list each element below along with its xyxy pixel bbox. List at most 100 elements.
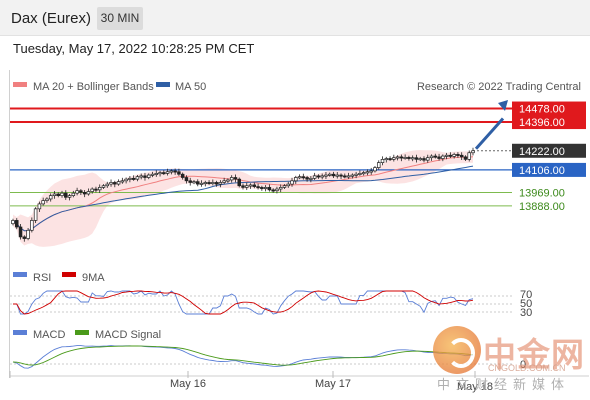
macd-panel [10,345,512,369]
candle-body [45,198,49,201]
candle-body [407,157,411,159]
candle-body [109,182,113,185]
ma20-line [12,156,474,232]
candle-body [41,200,45,205]
candle-body [15,220,19,228]
candle-body [467,152,471,160]
ma20-legend-swatch [13,82,27,87]
candle-body [33,208,38,221]
instrument-title: Dax (Eurex) [11,10,92,27]
watermark-name: 中金网 [483,336,585,373]
candle-body [139,175,143,178]
candle-body [331,173,336,177]
candle-body [327,173,332,176]
ma50-line [12,165,474,232]
macd-line [12,345,474,369]
chart-left-border [9,70,589,378]
macd-signal-line [12,345,474,366]
candle-body [350,174,355,177]
candle-body [429,155,434,159]
candle-body [275,188,279,192]
candle-body [86,191,91,195]
ma50-legend-swatch [156,82,170,87]
candle-body [222,180,226,183]
candle-body [146,174,151,178]
candle-body [459,154,464,158]
candle-body [162,172,166,175]
candle-body [358,173,362,175]
candle-body [192,181,196,184]
candle-body [56,193,60,196]
candle-body [79,190,83,193]
candle-body [97,187,102,191]
candle-body [150,173,155,176]
resistance-2-label: 14478.00 [519,104,565,116]
macd-legend-swatch [13,330,27,335]
pivot-label: 14106.00 [519,165,565,177]
candle-body [294,177,298,182]
candle-body [169,170,174,173]
rsi-level-50: 50 [520,298,532,310]
candle-body [399,156,404,159]
cngold-logo-icon [433,326,481,374]
candle-body [376,162,381,168]
chart-header: Dax (Eurex) 30 MIN [0,0,590,36]
support-2-label: 13888.00 [519,201,565,213]
candle-body [211,182,215,184]
candle-body [414,157,419,160]
candle-body [26,229,30,239]
candle-body [395,156,400,159]
macd-signal-legend-label: MACD Signal [95,329,161,341]
candle-body [271,189,275,192]
candle-body [18,226,23,238]
candle-body [365,171,370,174]
resistance-2-label-bg [512,101,586,116]
timeframe-badge[interactable]: 30 MIN [97,7,143,30]
candle-body [309,177,313,180]
candle-body [354,173,358,176]
candle-body [437,156,441,159]
candle-body [286,183,290,187]
resistance-1-label-bg [512,115,586,130]
candle-body [339,174,343,177]
candle-body [135,176,140,180]
rsi-ma-line [13,290,474,315]
candle-body [177,171,181,175]
rsi-ma-legend-swatch [62,272,76,277]
resistance-1-label: 14396.00 [519,117,565,129]
watermark-tagline: 中文财经新媒体 [437,377,571,392]
candle-body [471,150,475,154]
candle-body [384,158,389,161]
candle-body [229,177,234,181]
candle-body [199,182,204,185]
candle-body [30,220,34,231]
candle-body [263,187,268,189]
candle-body [218,182,223,185]
timestamp: Tuesday, May 17, 2022 10:28:25 PM CET [13,41,255,56]
rsi-legend-swatch [13,272,27,277]
candle-body [131,177,136,180]
candle-body [290,180,294,185]
candle-body [252,184,257,187]
projection-arrow-head [498,100,508,111]
candle-body [233,177,238,180]
ma20-legend-label: MA 20 + Bollinger Bands [33,81,154,93]
candle-body [48,195,53,200]
candle-body [113,182,117,185]
candle-body [403,157,407,159]
candle-body [71,192,76,197]
candle-body [316,175,321,178]
price-panel [10,100,512,247]
candle-body [22,236,27,239]
candle-body [410,157,415,160]
rsi-legend-label: RSI [33,272,51,284]
support-1-label: 13969.00 [519,188,565,200]
candle-body [203,182,208,184]
candle-body [452,154,456,157]
candle-body [241,185,245,188]
candle-body [305,177,309,180]
candle-body [214,182,219,185]
rsi-level-70: 70 [520,289,532,301]
candle-body [226,179,230,182]
candle-body [94,188,98,191]
